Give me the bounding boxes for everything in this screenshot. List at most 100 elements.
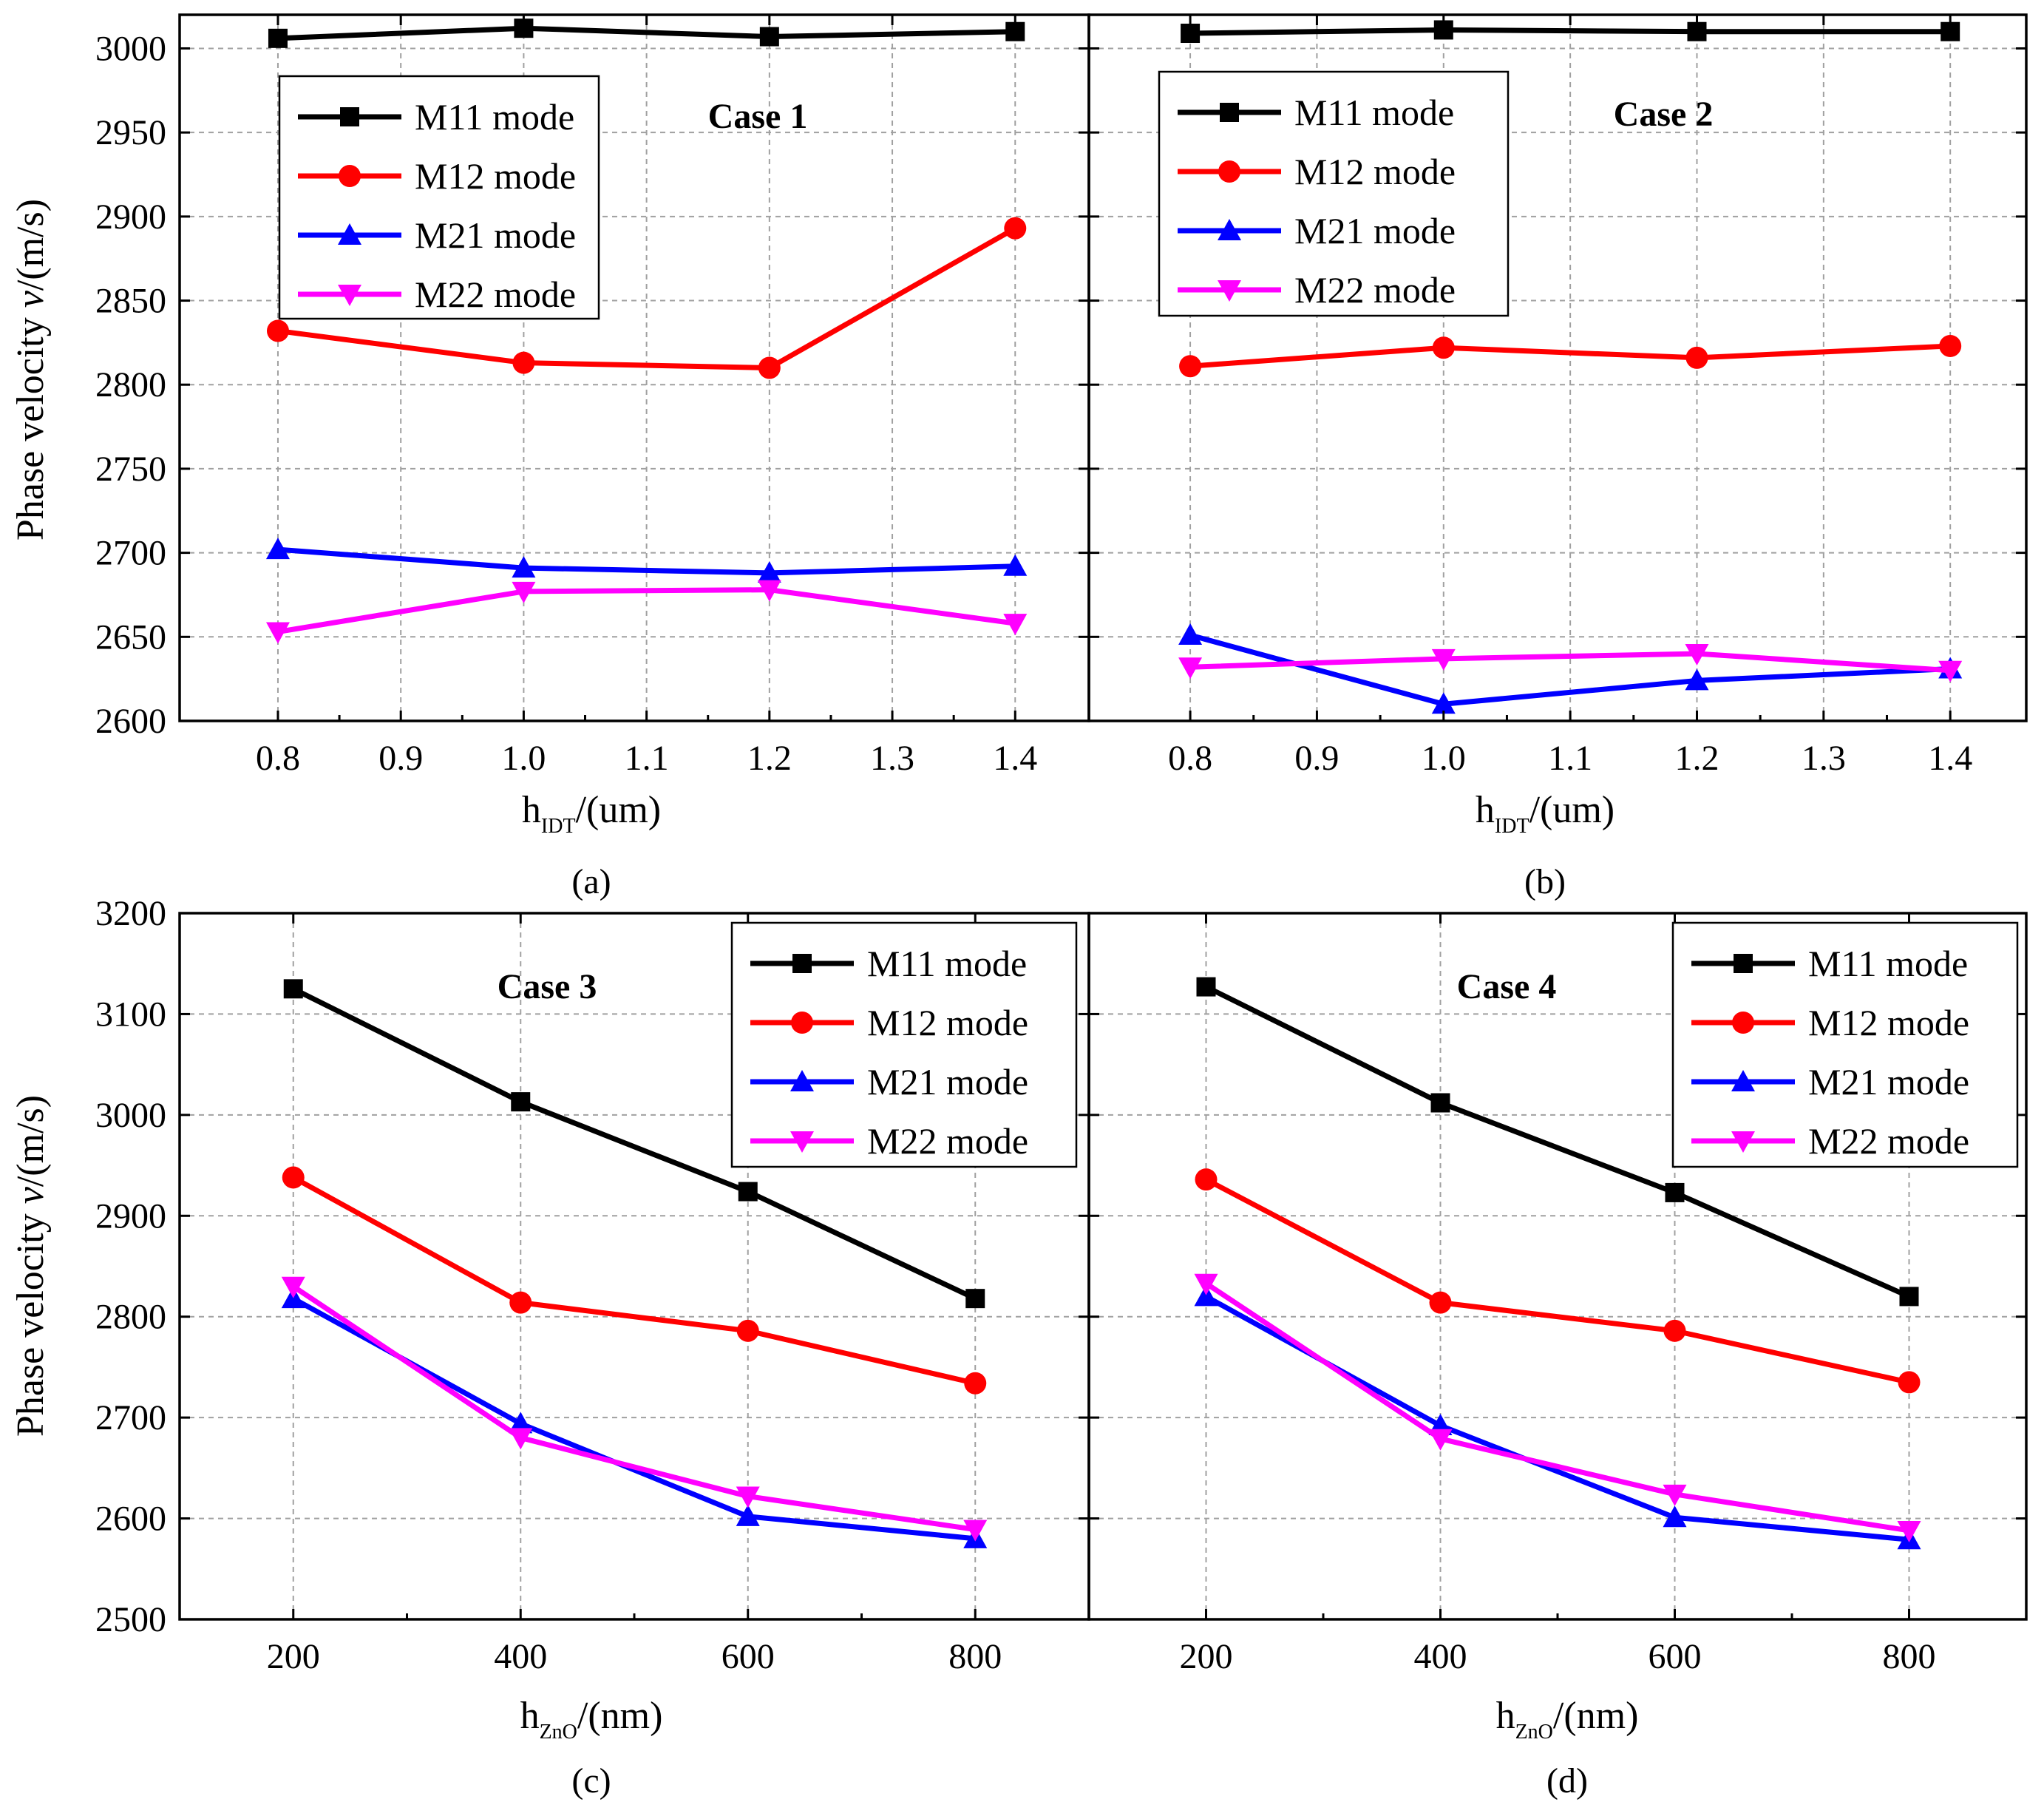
panel-a-case-label: Case 1 (708, 97, 808, 136)
x-tick-label: 800 (948, 1637, 1002, 1676)
data-point (759, 27, 779, 47)
x-tick-label: 0.9 (1294, 739, 1339, 778)
data-point (1663, 1505, 1687, 1528)
panel-a-tag: (a) (571, 862, 611, 901)
panel-d: 200 400 600 800 M11 mode M12 mode M21 mode M22… (1087, 912, 2028, 1800)
series-line-2 (277, 546, 1016, 576)
panel-a-y-axis-label: Phase velocity v/(m/s) (10, 199, 52, 541)
data-point (283, 979, 303, 999)
y-axis-variable: v (10, 1186, 52, 1204)
x-axis-symbol: h (522, 789, 541, 831)
y-axis-variable: v (10, 290, 52, 308)
series-line-1 (292, 1175, 977, 1386)
data-point (1005, 21, 1025, 41)
legend-swatch-marker (791, 1012, 813, 1034)
panel-a-legend: M11 mode M12 mode M21 mode M22 mode (278, 75, 600, 320)
panel-a-x-axis-label: hIDT/(um) (522, 789, 661, 838)
series-line-1 (1204, 1177, 1910, 1385)
y-tick-label: 2750 (95, 450, 166, 489)
panel-d-case-label: Case 4 (1457, 967, 1557, 1006)
x-axis-subscript: IDT (1495, 815, 1529, 838)
data-point (758, 356, 781, 379)
panel-b: 0.8 0.9 1.0 1.1 1.2 1.3 1.4 M11 mode M12 mode M2… (1087, 13, 2028, 901)
x-axis-unit: /(nm) (577, 1695, 663, 1737)
panel-d-series (1194, 977, 1921, 1550)
x-tick-label: 1.0 (501, 739, 546, 778)
data-point (1003, 554, 1028, 576)
data-point (1178, 623, 1203, 646)
y-tick-label: 2500 (95, 1600, 166, 1639)
legend-swatch-marker (1220, 103, 1239, 122)
data-point (509, 1428, 533, 1450)
y-axis-label-text: Phase velocity (10, 308, 52, 541)
series-line-0 (277, 25, 1016, 41)
panel-b-frame (1087, 13, 2028, 722)
panel-c-y-axis-label: Phase velocity v/(m/s) (10, 1095, 52, 1437)
y-axis-unit: /(m/s) (10, 1095, 52, 1187)
legend-entry-label: M22 mode (415, 274, 576, 315)
x-tick-label: 1.2 (747, 739, 792, 778)
y-tick-label: 2950 (95, 113, 166, 152)
data-point (1194, 1284, 1218, 1307)
data-point (509, 1412, 533, 1434)
series-line-3 (1204, 1281, 1910, 1534)
legend-entry-label: M12 mode (415, 155, 576, 197)
x-tick-label: 400 (1414, 1637, 1467, 1676)
x-tick-label: 0.8 (256, 739, 300, 778)
x-tick-label: 1.0 (1422, 739, 1466, 778)
y-tick-label: 2700 (95, 534, 166, 573)
x-axis-subscript: ZnO (540, 1721, 577, 1744)
legend-swatch-marker (1731, 1131, 1755, 1153)
data-point (1431, 648, 1456, 671)
series-line-2 (1189, 632, 1951, 707)
panel-c-ticks: 200 400 600 800 2500 2600 2700 2800 2900 3000 3100… (95, 894, 1089, 1676)
series-line-2 (292, 1296, 976, 1542)
data-point (265, 538, 290, 560)
data-point (965, 1289, 985, 1309)
x-tick-label: 1.3 (870, 739, 914, 778)
x-tick-label: 1.4 (1928, 739, 1972, 778)
x-tick-label: 1.4 (993, 739, 1037, 778)
data-point (1429, 1291, 1452, 1314)
panel-b-series (1178, 20, 1963, 714)
y-tick-label: 2700 (95, 1398, 166, 1437)
data-point (736, 1319, 759, 1342)
panel-c: 200 400 600 800 2500 2600 2700 2800 2900 3000 3100… (10, 894, 1090, 1800)
data-point (268, 28, 288, 48)
legend-swatch-marker (339, 165, 361, 187)
data-point (512, 351, 535, 374)
data-point (1181, 24, 1201, 44)
series-line-3 (1189, 651, 1951, 674)
panel-c-series (281, 979, 988, 1548)
legend-swatch-marker (1218, 219, 1241, 240)
data-point (1432, 336, 1455, 359)
legend-swatch-marker (338, 223, 361, 245)
data-point (1003, 614, 1028, 636)
data-point (1938, 660, 1963, 682)
data-point (1195, 1168, 1218, 1191)
legend-entry-label: M21 mode (867, 1061, 1028, 1102)
y-tick-label: 2850 (95, 282, 166, 321)
x-tick-label: 800 (1883, 1637, 1936, 1676)
panel-a-grid (180, 15, 1089, 722)
y-axis-label-text: Phase velocity (10, 1204, 52, 1437)
data-point (282, 1166, 305, 1189)
data-point (265, 622, 290, 644)
data-point (512, 581, 536, 603)
x-axis-unit: /(um) (1529, 789, 1615, 831)
panel-b-case-label: Case 2 (1614, 95, 1714, 134)
legend-swatch-marker (1731, 1070, 1755, 1091)
x-tick-label: 200 (1180, 1637, 1233, 1676)
series-line-1 (1189, 343, 1951, 369)
y-tick-label: 3200 (95, 894, 166, 933)
x-axis-symbol: h (520, 1695, 540, 1737)
legend-entry-label: M12 mode (1808, 1002, 1969, 1043)
data-point (1194, 1273, 1218, 1295)
data-point (281, 1276, 305, 1298)
data-point (736, 1486, 760, 1508)
x-tick-label: 1.2 (1674, 739, 1719, 778)
panel-c-x-axis-label: hZnO/(nm) (520, 1695, 663, 1744)
panel-a: 0.8 0.9 1.0 1.1 1.2 1.3 1.4 2600 2650 2700 2750 280… (10, 13, 1090, 901)
data-point (964, 1372, 987, 1395)
x-axis-unit: /(um) (576, 789, 662, 831)
